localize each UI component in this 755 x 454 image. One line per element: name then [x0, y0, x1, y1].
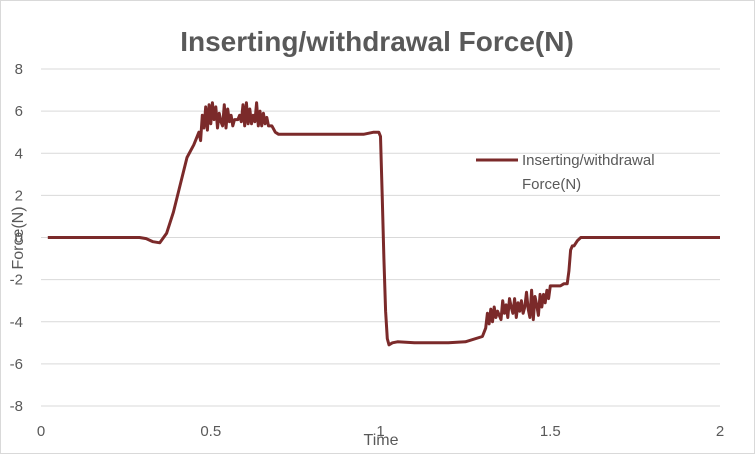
legend-label-line-1: Inserting/withdrawal	[522, 152, 655, 169]
y-tick-label: 4	[15, 145, 23, 162]
x-tick-label: 0	[37, 423, 45, 440]
x-tick-label: 1	[376, 423, 384, 440]
y-axis-label: Force(N)	[10, 206, 27, 269]
series-line	[47, 101, 720, 347]
gridlines	[41, 68, 720, 407]
x-axis-label: Time	[364, 432, 399, 449]
chart-title: Inserting/withdrawal Force(N)	[180, 26, 574, 57]
legend: Inserting/withdrawal Force(N)	[476, 152, 655, 193]
legend-label-line-2: Force(N)	[522, 176, 581, 193]
y-tick-labels: 8 6 4 2 0 -2 -4 -6 -8	[10, 61, 23, 415]
x-tick-labels: 0 0.5 1 1.5 2	[37, 423, 724, 440]
y-tick-label: -4	[10, 314, 23, 331]
y-tick-label: 0	[15, 230, 23, 247]
y-tick-label: 8	[15, 61, 23, 78]
x-tick-label: 2	[716, 423, 724, 440]
x-tick-label: 1.5	[540, 423, 561, 440]
y-tick-label: -8	[10, 398, 23, 415]
x-tick-label: 0.5	[200, 423, 221, 440]
series-group	[47, 101, 720, 347]
y-tick-label: 2	[15, 187, 23, 204]
y-tick-label: -6	[10, 356, 23, 373]
y-tick-label: 6	[15, 103, 23, 120]
y-tick-label: -2	[10, 272, 23, 289]
